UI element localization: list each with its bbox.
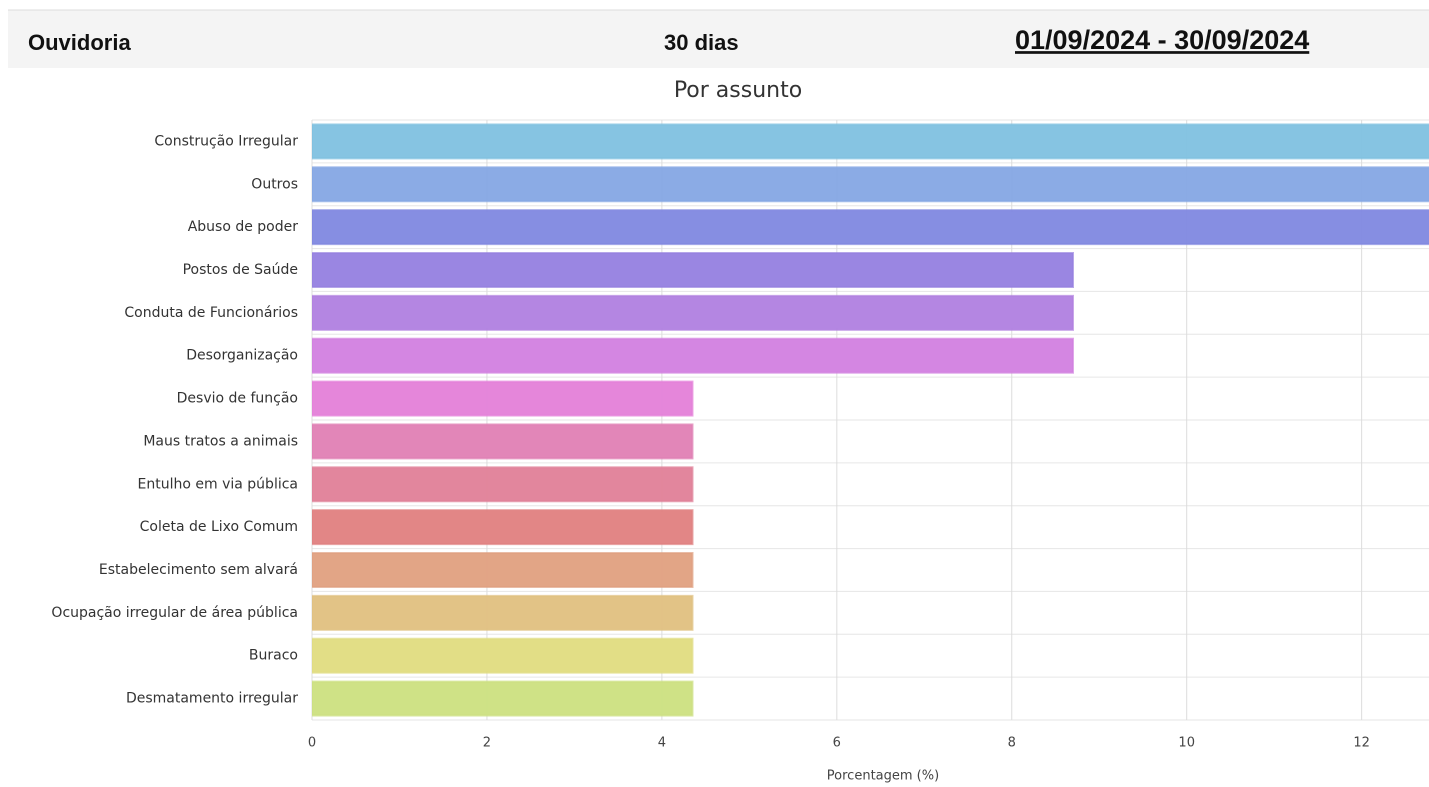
bar xyxy=(312,680,694,717)
y-tick-label: Abuso de poder xyxy=(188,219,299,235)
bar xyxy=(312,466,694,503)
x-tick-label: 8 xyxy=(1008,736,1016,751)
bars xyxy=(312,123,1429,717)
bar xyxy=(312,252,1074,288)
x-tick-label: 6 xyxy=(833,736,841,751)
bar xyxy=(312,380,694,417)
header-band xyxy=(8,10,1429,68)
grid xyxy=(311,119,1429,721)
y-tick-label: Desvio de função xyxy=(177,391,298,407)
header-left: Ouvidoria xyxy=(28,30,131,55)
bar xyxy=(312,423,694,460)
y-tick-label: Buraco xyxy=(249,648,298,664)
bar xyxy=(312,166,1429,203)
bar xyxy=(312,123,1429,160)
x-tick-label: 0 xyxy=(308,736,316,751)
y-tick-label: Coleta de Lixo Comum xyxy=(140,519,298,535)
y-tick-label: Construção Irregular xyxy=(154,133,298,149)
y-tick-label: Estabelecimento sem alvará xyxy=(99,562,298,578)
x-tick-label: 2 xyxy=(483,736,491,751)
bar xyxy=(312,594,694,631)
y-tick-label: Postos de Saúde xyxy=(183,262,298,278)
y-tick-label: Ocupação irregular de área pública xyxy=(51,605,298,621)
labels: 0 2 4 6 8 10 12 Construção Irregular Outros Abuso… xyxy=(51,133,1369,750)
y-tick-label: Outros xyxy=(251,176,298,192)
y-tick-label: Desorganização xyxy=(186,348,298,364)
x-tick-label: 10 xyxy=(1178,736,1195,751)
chart-title: Por assunto xyxy=(674,78,802,103)
bar xyxy=(312,552,694,588)
header-center: 30 dias xyxy=(664,30,739,55)
x-tick-label: 12 xyxy=(1353,736,1370,751)
y-tick-label: Conduta de Funcionários xyxy=(124,305,298,321)
y-tick-label: Desmatamento irregular xyxy=(126,691,298,707)
bar xyxy=(312,294,1074,331)
x-axis-title: Porcentagem (%) xyxy=(827,769,939,784)
y-tick-label: Entulho em via pública xyxy=(138,476,298,492)
bar xyxy=(312,209,1429,246)
header-date: 01/09/2024 - 30/09/2024 xyxy=(1015,25,1309,55)
bar xyxy=(312,637,694,674)
bar xyxy=(312,509,694,546)
x-tick-label: 4 xyxy=(658,736,666,751)
bar xyxy=(312,337,1074,374)
y-tick-label: Maus tratos a animais xyxy=(143,433,298,449)
